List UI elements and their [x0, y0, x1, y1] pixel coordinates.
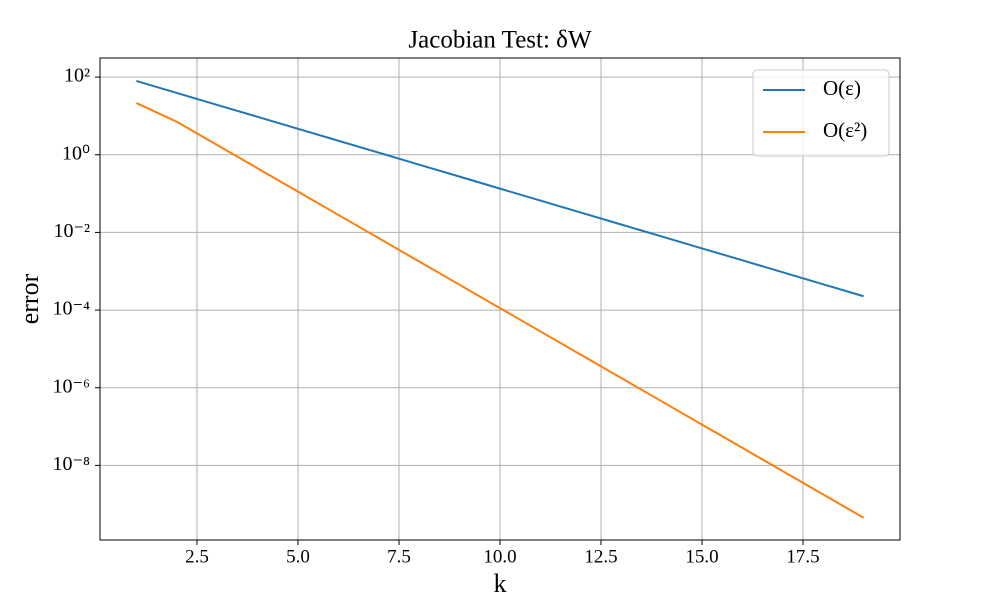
x-tick-label: 7.5	[387, 546, 411, 567]
x-tick-label: 10.0	[483, 546, 516, 567]
x-axis-label: k	[494, 569, 507, 598]
x-tick-label: 2.5	[185, 546, 209, 567]
chart-title: Jacobian Test: δW	[408, 27, 592, 54]
legend-label: O(ε)	[823, 76, 861, 100]
x-tick-label: 15.0	[685, 546, 718, 567]
legend-box	[752, 69, 890, 157]
y-axis-label: error	[15, 273, 44, 324]
x-tick-label: 5.0	[286, 546, 310, 567]
x-tick-label: 17.5	[786, 546, 819, 567]
legend-label: O(ε²)	[823, 118, 867, 142]
y-tick-label: 10⁰	[62, 142, 90, 164]
y-tick-label: 10⁻²	[53, 220, 90, 242]
y-tick-label: 10²	[64, 65, 90, 87]
series-line	[136, 80, 864, 298]
y-tick-label: 10⁻⁶	[52, 375, 90, 397]
x-tick-label: 12.5	[584, 546, 617, 567]
legend: O(ε) O(ε²)	[752, 69, 890, 157]
y-tick-label: 10⁻⁴	[52, 298, 90, 320]
y-tick-label: 10⁻⁸	[52, 453, 90, 475]
plot-frame	[99, 57, 901, 541]
series-line	[135, 102, 865, 519]
